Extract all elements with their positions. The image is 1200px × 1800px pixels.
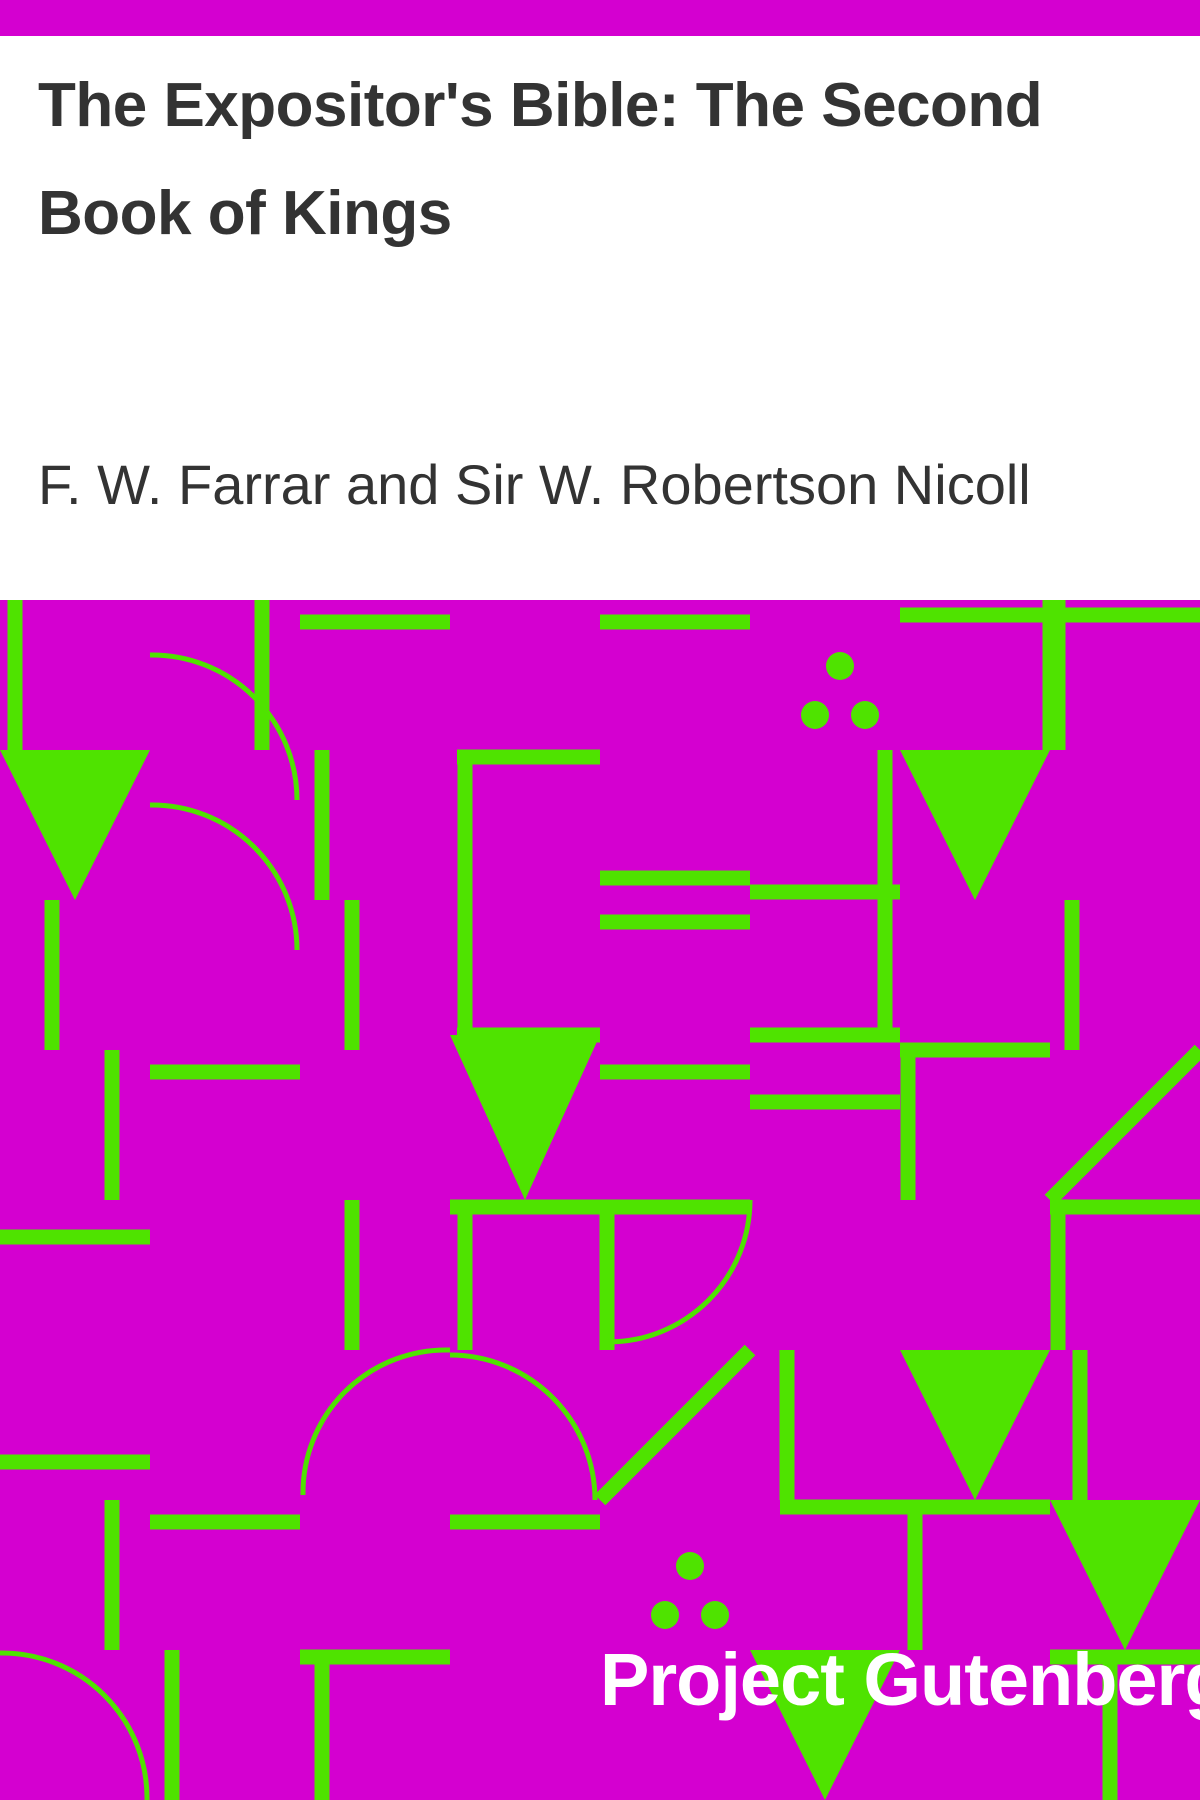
book-title: The Expositor's Bible: The Second Book o…: [38, 71, 1043, 248]
down-triangle-icon: [1050, 1500, 1200, 1650]
cover-pattern: [0, 600, 1200, 1800]
down-triangle-icon: [0, 750, 150, 900]
down-triangle-icon: [450, 1035, 600, 1200]
book-author: F. W. Farrar and Sir W. Robertson Nicoll: [38, 453, 1031, 516]
top-color-band: [0, 0, 1200, 36]
quarter-arc-icon: [149, 652, 300, 801]
quarter-arc-icon: [149, 802, 300, 951]
quarter-arc-icon: [607, 1199, 753, 1345]
publisher-label: Project Gutenberg: [600, 1638, 1200, 1721]
down-triangle-icon: [750, 1650, 900, 1800]
down-triangle-icon: [900, 750, 1050, 900]
quarter-arc-icon: [0, 1650, 150, 1800]
down-triangle-icon: [900, 1350, 1050, 1500]
title-panel: [0, 36, 1200, 600]
three-dots-icon: [801, 652, 879, 729]
quarter-arc-icon: [449, 1352, 598, 1501]
three-dots-icon: [651, 1552, 729, 1629]
quarter-arc-icon: [300, 1347, 451, 1496]
